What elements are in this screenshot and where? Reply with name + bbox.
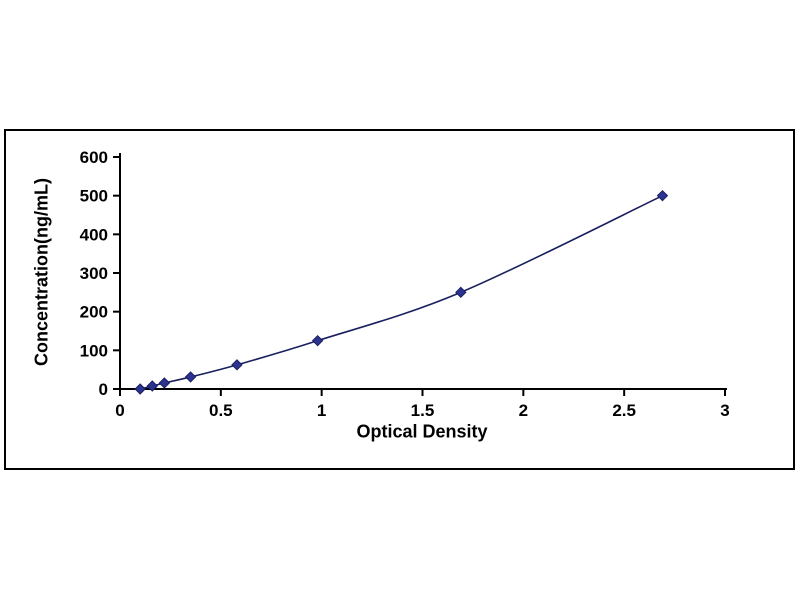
x-tick-label: 1.5 (411, 401, 435, 420)
x-tick-label: 2 (519, 401, 528, 420)
data-point-marker (311, 334, 324, 347)
x-tick-label: 3 (720, 401, 729, 420)
y-tick-label: 200 (80, 303, 108, 322)
x-tick-label: 2.5 (612, 401, 636, 420)
y-axis-label: Concentration(ng/mL) (31, 178, 52, 366)
y-tick-label: 300 (80, 264, 108, 283)
data-point-marker (184, 371, 197, 383)
x-axis-label: Optical Density (356, 421, 488, 442)
data-point-marker (158, 377, 171, 389)
x-tick-label: 1 (317, 401, 326, 420)
y-tick-label: 400 (80, 225, 108, 244)
y-tick-label: 0 (99, 380, 108, 399)
y-tick-label: 100 (80, 341, 108, 360)
series-curve (139, 194, 663, 390)
chart-frame: 0 100 200 300 400 500 600 0 0.5 1 1.5 2 2.5 3 Concent… (4, 129, 795, 470)
data-point-marker (231, 359, 243, 371)
axes (119, 153, 727, 390)
data-point-marker (656, 189, 669, 202)
y-tick-label: 500 (80, 187, 108, 206)
data-point-marker (455, 286, 467, 299)
data-point-marker (134, 383, 146, 395)
x-tick-label: 0 (115, 401, 124, 420)
x-tick-label: 0.5 (209, 401, 233, 420)
data-point-marker (146, 380, 158, 392)
y-tick-label: 600 (80, 148, 108, 167)
plot-svg: 0 100 200 300 400 500 600 0 0.5 1 1.5 2 2.5 3 (80, 148, 730, 420)
